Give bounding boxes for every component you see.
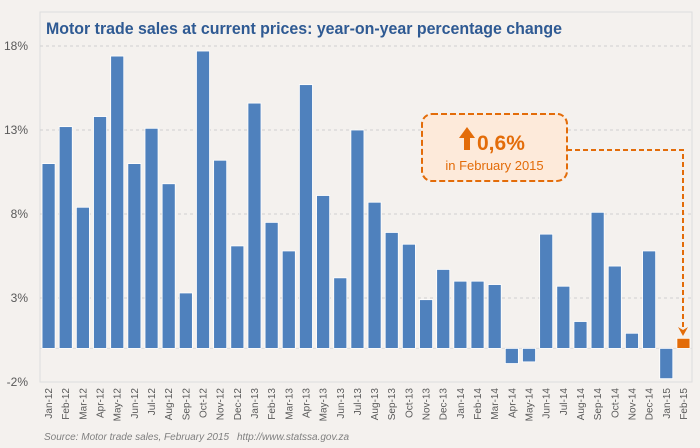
x-tick-label: Jan-13 <box>250 388 261 419</box>
x-tick-label: Jun-12 <box>130 388 141 419</box>
bar <box>93 116 107 349</box>
x-tick-label: Jan-15 <box>662 388 673 419</box>
bar-highlight <box>676 337 691 349</box>
x-tick-label: Jul-12 <box>147 388 158 416</box>
bar <box>436 269 451 349</box>
x-tick-label: Aug-13 <box>370 388 381 421</box>
up-arrow-icon <box>459 127 475 150</box>
bar <box>504 347 519 364</box>
x-tick-label: Dec-12 <box>233 388 244 421</box>
bar <box>213 159 228 349</box>
bar <box>642 250 657 349</box>
x-tick-label: Oct-12 <box>199 388 210 418</box>
bar <box>659 347 674 380</box>
x-tick-label: Apr-12 <box>96 388 107 418</box>
x-tick-label: Jul-13 <box>353 388 364 416</box>
bar <box>401 243 416 349</box>
x-tick-label: May-12 <box>113 388 124 422</box>
x-tick-label: Jun-13 <box>336 388 347 419</box>
bar <box>573 321 588 349</box>
source-url[interactable]: http://www.statssa.gov.za <box>237 432 350 443</box>
callout-box <box>421 113 568 182</box>
bar <box>110 55 125 349</box>
x-tick-label: Sep-14 <box>593 388 604 421</box>
callout-connector <box>567 149 684 330</box>
bar <box>41 163 56 349</box>
bar <box>453 280 468 349</box>
x-tick-label: Dec-13 <box>439 388 450 421</box>
bar <box>127 163 142 349</box>
x-tick-label: Jun-14 <box>542 388 553 419</box>
x-tick-label: Feb-15 <box>679 388 690 420</box>
x-tick-label: Mar-13 <box>284 388 295 420</box>
x-tick-label: Feb-13 <box>267 388 278 420</box>
bar <box>384 232 399 349</box>
bar <box>230 245 245 349</box>
x-tick-label: Sep-13 <box>387 388 398 421</box>
bar <box>161 183 176 349</box>
bar <box>144 127 159 349</box>
x-tick-label: Aug-14 <box>576 388 587 421</box>
bar <box>367 201 382 349</box>
x-tick-label: Aug-12 <box>164 388 175 421</box>
y-tick-label: 13% <box>4 123 28 137</box>
bar <box>625 332 639 349</box>
callout-value: 0,6% <box>477 132 525 155</box>
x-tick-label: Feb-14 <box>473 388 484 420</box>
chart-title: Motor trade sales at current prices: yea… <box>46 19 562 38</box>
bar <box>419 299 433 349</box>
x-tick-label: Feb-12 <box>61 388 72 420</box>
x-tick-label: Nov-14 <box>627 388 638 421</box>
callout-arrowhead-icon <box>678 327 688 336</box>
x-tick-label: Oct-14 <box>610 388 621 418</box>
bar <box>607 265 622 349</box>
bar <box>75 206 90 349</box>
x-tick-label: May-14 <box>525 388 536 422</box>
x-tick-label: Sep-12 <box>181 388 192 421</box>
x-tick-label: Nov-12 <box>216 388 227 421</box>
callout-text: in February 2015 <box>445 158 543 173</box>
x-tick-label: Oct-13 <box>404 388 415 418</box>
bar <box>487 284 502 349</box>
callout: 0,6% in February 2015 <box>421 113 688 336</box>
bars <box>41 50 691 380</box>
bar <box>196 50 210 349</box>
y-tick-label: 18% <box>4 39 28 53</box>
x-tick-label: Nov-13 <box>422 388 433 421</box>
x-axis: Jan-12 Feb-12 Mar-12 Apr-12 May-12 Jun-12 Jul-… <box>44 388 690 422</box>
bar <box>316 195 331 349</box>
x-tick-label: Mar-14 <box>490 388 501 420</box>
bar <box>470 280 485 349</box>
y-tick-label: -2% <box>7 375 29 389</box>
plot-frame <box>39 11 693 383</box>
bar <box>178 292 193 349</box>
bar <box>247 102 262 349</box>
bar <box>333 277 348 349</box>
bar <box>522 347 536 363</box>
x-tick-label: Jan-14 <box>456 388 467 419</box>
y-axis: 18% 13% 8% 3% -2% <box>4 39 28 389</box>
bar <box>556 285 571 349</box>
bar <box>58 126 73 349</box>
x-tick-label: Apr-13 <box>301 388 312 418</box>
x-tick-label: Mar-12 <box>78 388 89 420</box>
source-note: Source: Motor trade sales, February 2015 <box>44 432 230 443</box>
y-tick-label: 8% <box>11 207 29 221</box>
x-tick-label: Dec-14 <box>645 388 656 421</box>
x-tick-label: Apr-14 <box>507 388 518 418</box>
y-tick-label: 3% <box>11 291 29 305</box>
x-tick-label: Jan-12 <box>44 388 55 419</box>
bar <box>299 84 313 349</box>
bar <box>281 250 296 349</box>
bar <box>539 233 554 349</box>
x-tick-label: May-13 <box>319 388 330 422</box>
bar <box>264 221 279 349</box>
bar <box>350 129 365 349</box>
x-tick-label: Jul-14 <box>559 388 570 416</box>
bar <box>590 211 605 349</box>
